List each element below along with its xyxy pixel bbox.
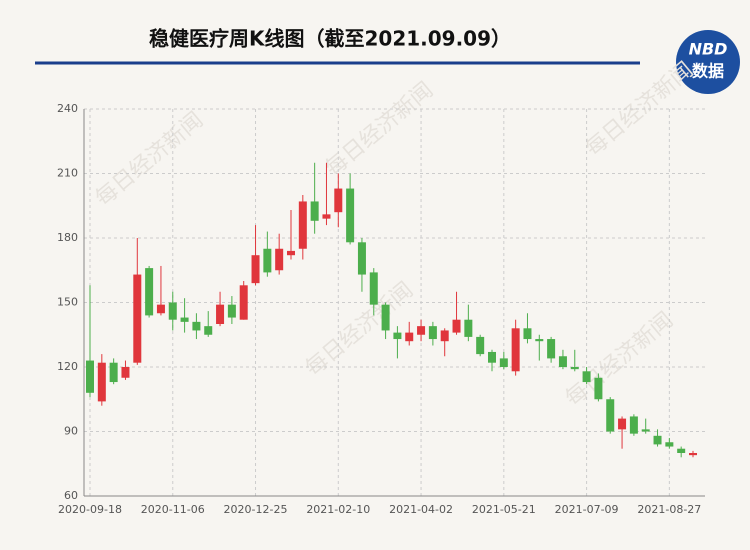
candle-body xyxy=(558,356,567,367)
candle-body xyxy=(192,321,201,331)
candle-body xyxy=(618,418,627,430)
y-tick-label: 240 xyxy=(57,102,78,115)
candle-body xyxy=(97,362,106,402)
candle-body xyxy=(369,272,378,305)
x-tick-label: 2021-04-02 xyxy=(389,503,453,516)
candle-body xyxy=(689,453,697,456)
candle-body xyxy=(499,358,508,367)
candle-body xyxy=(156,304,165,314)
candle-body xyxy=(86,360,94,393)
candle-body xyxy=(417,326,426,335)
logo-text: NBD xyxy=(689,40,728,59)
x-tick-label: 2020-09-18 xyxy=(58,503,122,516)
candle-body xyxy=(133,274,142,363)
candle-body xyxy=(275,248,284,271)
candle-body xyxy=(109,362,118,383)
watermark: 每日经济新闻 xyxy=(301,278,418,382)
x-tick-label: 2021-08-27 xyxy=(637,503,701,516)
candle-body xyxy=(145,268,154,316)
candle-body xyxy=(511,328,520,372)
candle-body xyxy=(677,448,686,453)
candle-body xyxy=(440,330,449,342)
x-tick-label: 2021-05-21 xyxy=(472,503,536,516)
candle-body xyxy=(594,377,603,400)
candle-body xyxy=(476,336,485,355)
candle-body xyxy=(357,242,366,275)
watermark: 每日经济新闻 xyxy=(581,58,698,162)
candle-body xyxy=(180,317,189,322)
candle-body xyxy=(346,188,355,243)
candle-body xyxy=(570,367,579,370)
candle-body xyxy=(168,302,177,320)
candle-body xyxy=(452,319,461,333)
x-tick-label: 2020-11-06 xyxy=(141,503,205,516)
candle-body xyxy=(334,188,343,213)
y-tick-label: 210 xyxy=(57,167,78,180)
candle-body xyxy=(464,319,473,337)
logo-text: 数据 xyxy=(692,62,724,81)
candle-body xyxy=(665,442,674,447)
candle-body xyxy=(393,332,402,340)
watermark: 每日经济新闻 xyxy=(91,108,208,212)
candle-body xyxy=(582,371,591,383)
candle-body xyxy=(298,201,307,249)
candle-body xyxy=(641,429,650,432)
y-tick-label: 180 xyxy=(57,231,78,244)
y-tick-label: 120 xyxy=(57,360,78,373)
watermark: 每日经济新闻 xyxy=(561,308,678,412)
candle-body xyxy=(239,285,248,320)
candle-body xyxy=(121,367,130,378)
candle-body xyxy=(287,250,295,256)
x-tick-label: 2021-07-09 xyxy=(555,503,619,516)
x-tick-label: 2021-02-10 xyxy=(306,503,370,516)
candle-body xyxy=(322,214,331,219)
candle-body xyxy=(263,248,272,273)
candle-body xyxy=(216,304,225,324)
candle-body xyxy=(606,399,615,432)
candle-body xyxy=(523,328,532,340)
candle-body xyxy=(310,201,319,221)
y-tick-label: 60 xyxy=(64,489,78,502)
y-tick-label: 150 xyxy=(57,296,78,309)
logo xyxy=(676,30,740,94)
candle-body xyxy=(428,326,437,340)
candle-body xyxy=(547,339,556,359)
candle-body xyxy=(251,255,260,284)
x-tick-label: 2020-12-25 xyxy=(224,503,288,516)
candle-body xyxy=(653,435,662,445)
chart-title: 稳健医疗周K线图（截至2021.09.09） xyxy=(149,27,511,51)
candle-body xyxy=(381,304,390,331)
candle-body xyxy=(227,304,236,318)
y-tick-label: 90 xyxy=(64,425,78,438)
candle-body xyxy=(535,339,544,342)
candle-body xyxy=(204,326,213,335)
candle-body xyxy=(629,416,638,434)
candle-body xyxy=(405,332,414,342)
candle-body xyxy=(488,351,496,363)
